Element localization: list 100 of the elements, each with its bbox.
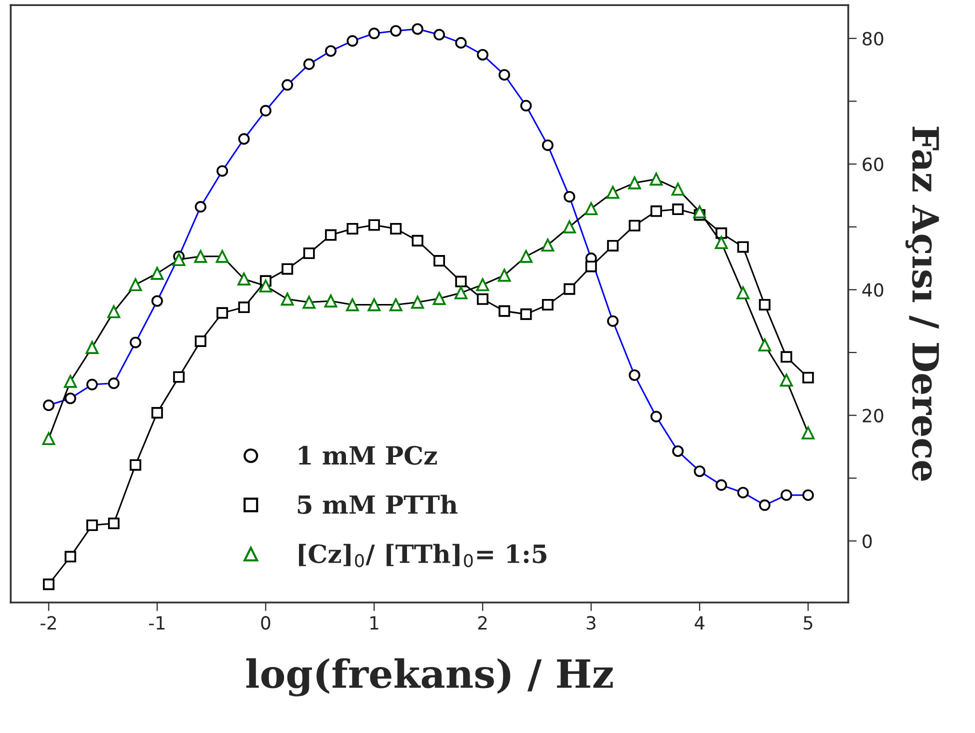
point (368, 28, 380, 40)
point (216, 307, 228, 319)
x-tick-label: 4 (694, 616, 704, 630)
point (172, 253, 186, 266)
point (737, 241, 749, 253)
point (584, 202, 598, 216)
point (672, 204, 684, 216)
point (303, 247, 315, 260)
point (238, 272, 250, 286)
point (542, 139, 554, 151)
point (151, 407, 163, 419)
y-tick-label: 20 (862, 408, 884, 422)
legend-label: 5 mM PTTh (298, 494, 458, 514)
point (194, 335, 206, 347)
point (194, 250, 208, 263)
point (42, 578, 54, 590)
point (412, 23, 424, 35)
point (108, 518, 120, 530)
point (282, 79, 294, 91)
point (432, 292, 446, 305)
point (346, 222, 358, 235)
x-tick-label: 3 (586, 616, 596, 630)
point (346, 298, 359, 312)
point (368, 298, 381, 312)
point (455, 37, 467, 49)
point (693, 205, 706, 218)
y-tick-label: 60 (862, 158, 884, 172)
point (433, 28, 446, 40)
point (282, 263, 294, 275)
point (64, 374, 77, 388)
point (672, 445, 684, 457)
point (498, 69, 510, 81)
point (542, 299, 554, 311)
point (130, 459, 142, 471)
point (454, 286, 468, 300)
point (802, 372, 814, 384)
point (737, 486, 749, 498)
point (325, 229, 337, 241)
point (42, 400, 54, 412)
point (714, 236, 728, 250)
x-tick-label: -1 (149, 616, 165, 630)
point (280, 292, 294, 306)
x-tick-label: -2 (40, 616, 56, 630)
point (564, 190, 576, 202)
point (86, 519, 98, 532)
y-tick-label: 0 (862, 534, 872, 548)
point (607, 315, 619, 327)
point (671, 182, 684, 196)
point (151, 295, 163, 307)
x-axis-title: log(frekans) / Hz (246, 658, 613, 696)
point (758, 499, 770, 511)
point (64, 550, 76, 562)
point (564, 283, 576, 295)
point (64, 392, 76, 404)
point (758, 299, 770, 311)
point (324, 294, 338, 308)
y-axis-title: Faz Açısı / Derece (905, 126, 939, 481)
point (716, 479, 728, 491)
point (129, 278, 142, 292)
point (303, 58, 315, 70)
point (411, 296, 424, 309)
point (520, 250, 532, 263)
y-tick-label: 40 (862, 283, 884, 297)
point (389, 298, 402, 312)
point (802, 489, 814, 501)
point (736, 286, 750, 300)
point (368, 219, 380, 231)
point (130, 336, 142, 348)
point (628, 369, 640, 381)
point (476, 293, 488, 305)
point (607, 240, 619, 252)
point (628, 176, 641, 190)
point (107, 305, 120, 318)
x-tick-label: 0 (261, 616, 270, 630)
point (108, 378, 120, 390)
point (260, 104, 272, 116)
point (758, 338, 772, 352)
point (606, 186, 620, 199)
point (259, 279, 272, 292)
point (216, 250, 229, 263)
point (238, 302, 250, 314)
legend-label: 1 mM PCz (298, 446, 437, 465)
point (650, 205, 662, 217)
legend-label: [Cz]$_{0}$/ [TTh]$_{0}$= 1:5 (298, 544, 546, 568)
point (390, 222, 402, 235)
x-tick-label: 2 (478, 616, 487, 630)
point (498, 305, 510, 317)
point (86, 378, 98, 390)
point (390, 25, 402, 37)
point (86, 341, 99, 354)
point (585, 260, 597, 272)
x-tick-label: 5 (804, 616, 812, 630)
point (433, 255, 446, 267)
point (194, 201, 206, 213)
point (455, 276, 467, 288)
point (346, 35, 358, 47)
point (562, 220, 576, 234)
point (325, 45, 337, 57)
point (520, 308, 532, 320)
point (802, 426, 815, 440)
